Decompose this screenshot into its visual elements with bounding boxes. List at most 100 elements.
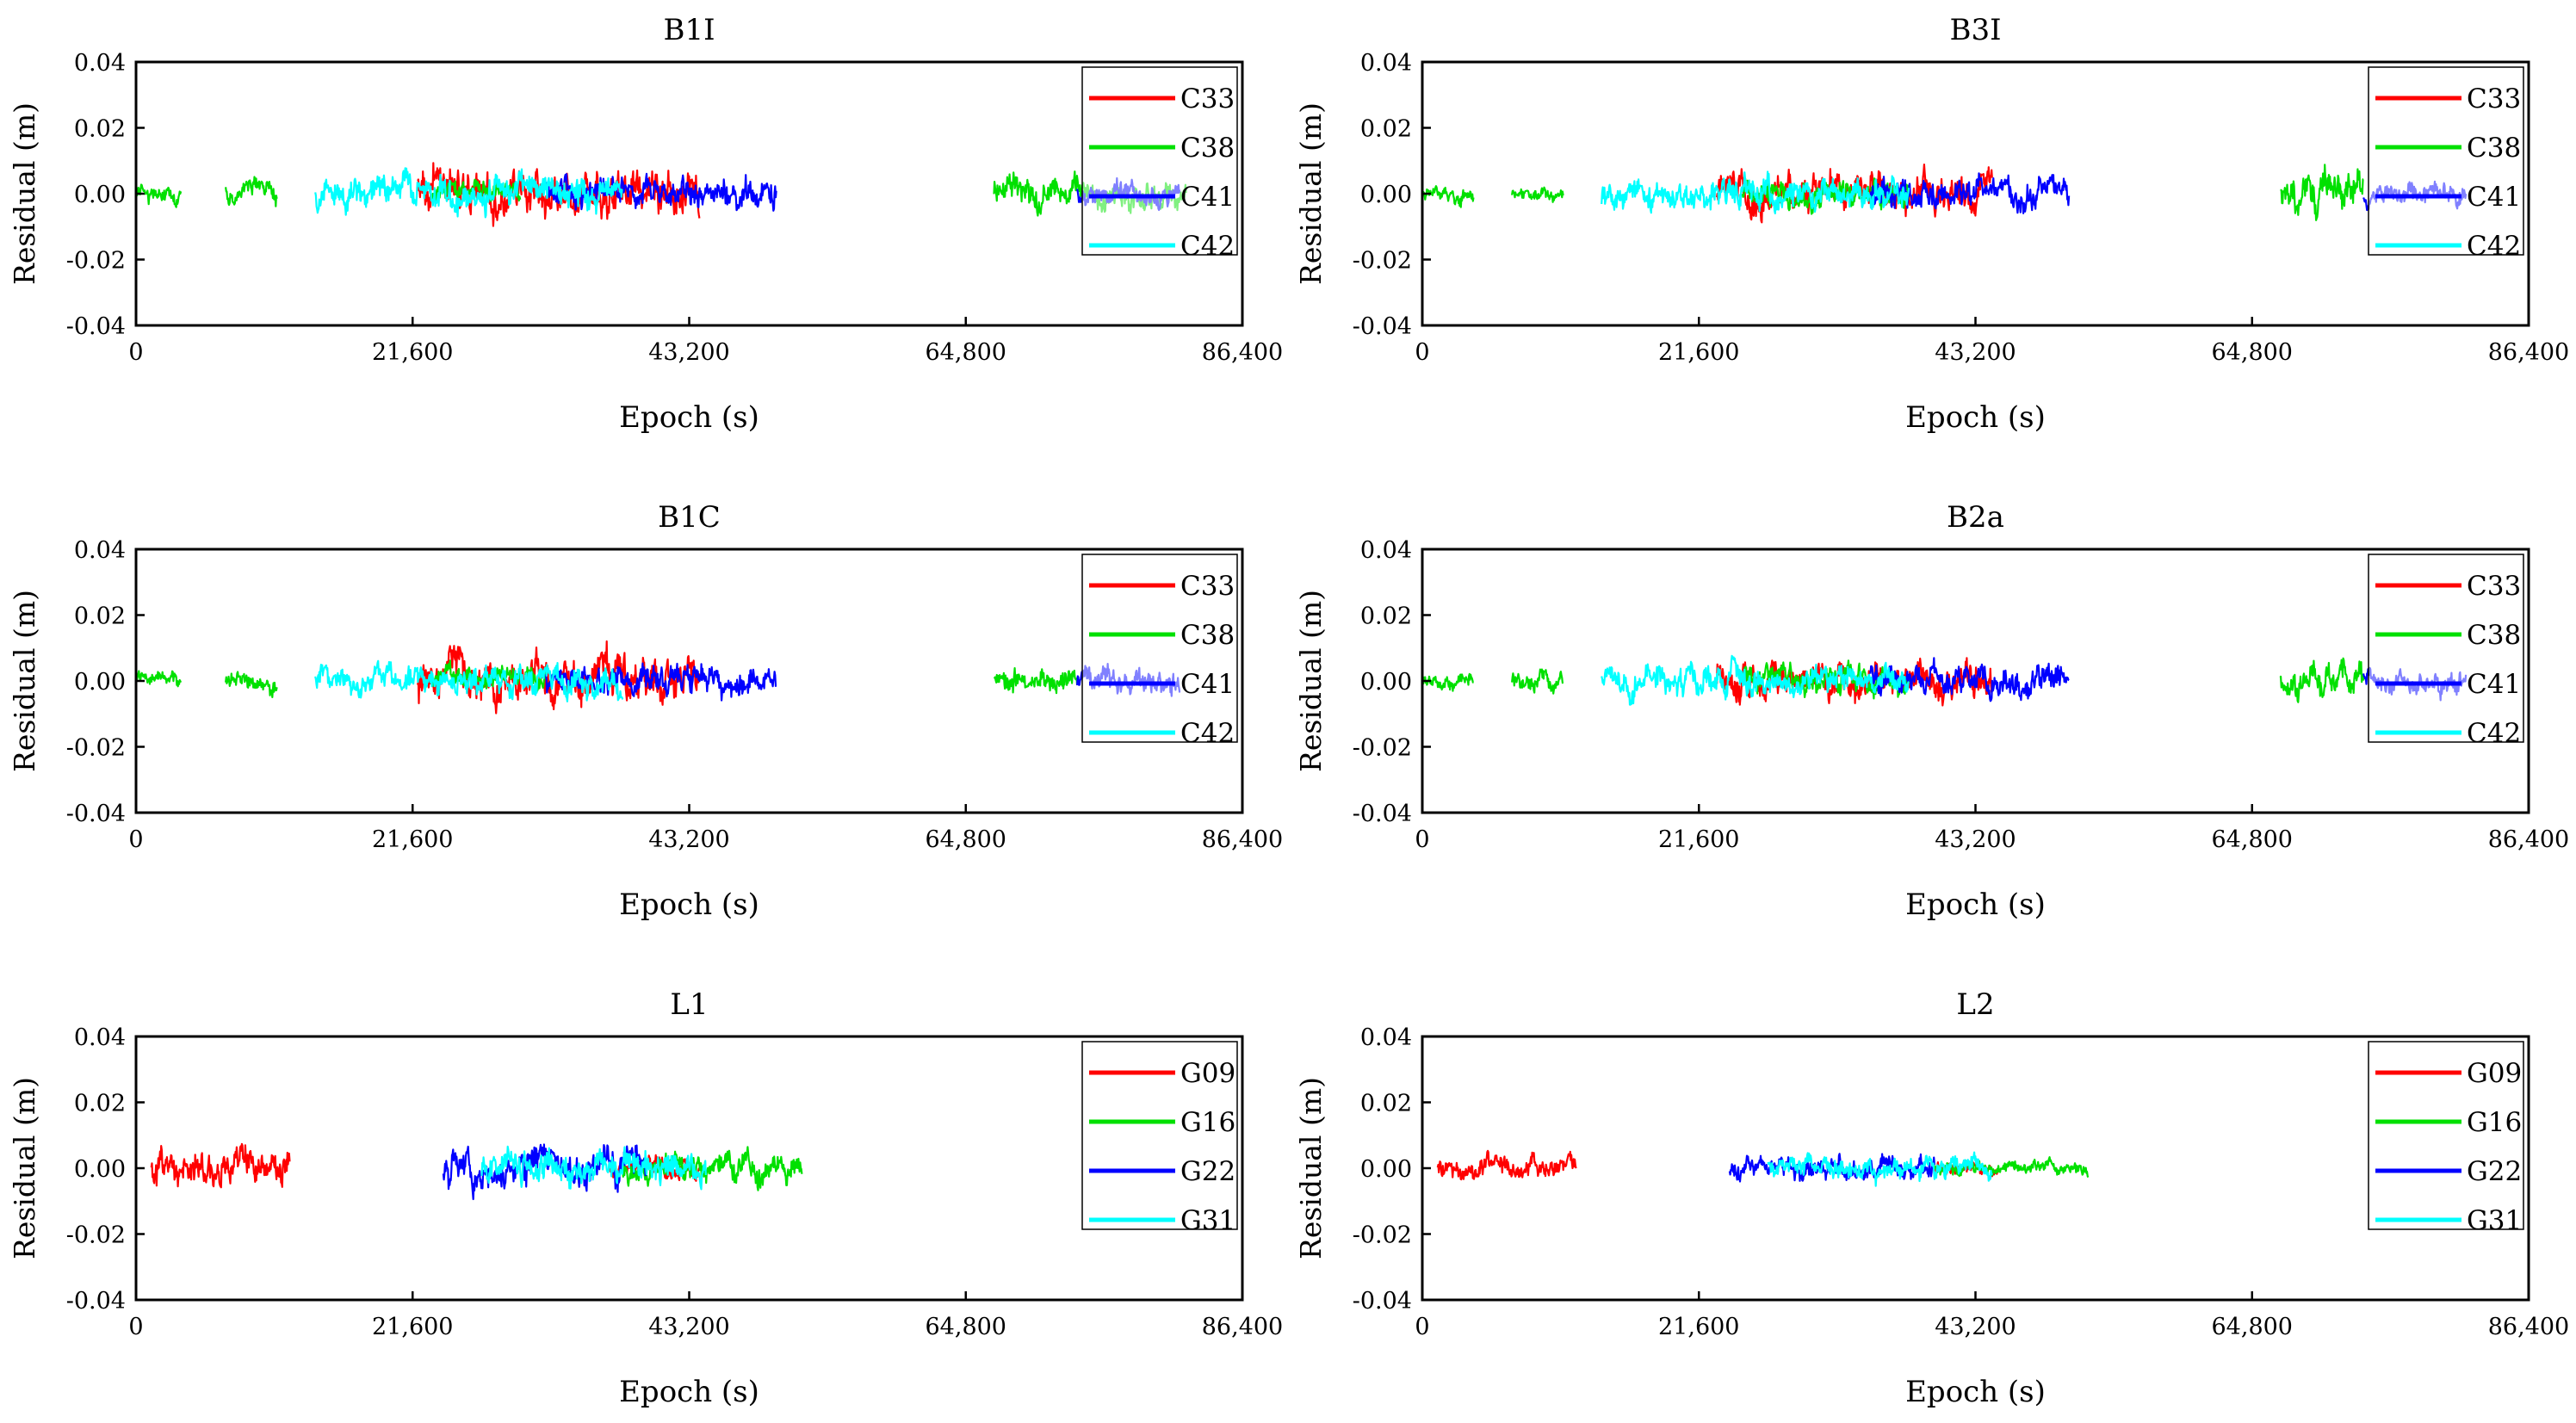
chart-title: B2a: [1947, 500, 2004, 535]
y-axis-label: Residual (m): [8, 590, 41, 772]
legend-label-g09: G09: [2467, 1058, 2522, 1089]
x-tick-label: 86,400: [1202, 339, 1283, 366]
y-axis-label: Residual (m): [1294, 590, 1328, 772]
legend-label-g22: G22: [1180, 1156, 1235, 1187]
series-line-c38: [2280, 164, 2364, 221]
series-line-c42: [314, 167, 623, 219]
y-tick-label: 0.02: [74, 1091, 126, 1117]
y-tick-label: -0.02: [1353, 1222, 1412, 1249]
series-line-g31: [1767, 1151, 1993, 1187]
legend: C33 C38 C41 C42: [1081, 66, 1238, 262]
y-tick-label: 0.04: [1360, 50, 1412, 77]
chart-title: L2: [1956, 987, 1994, 1022]
y-tick-label: -0.02: [1353, 735, 1412, 762]
series-line-c38: [1511, 186, 1564, 203]
legend-label-c41: C41: [2467, 669, 2521, 700]
legend-label-c42: C42: [2467, 718, 2521, 749]
x-tick-label: 86,400: [2488, 826, 2569, 853]
x-tick-label: 64,800: [926, 339, 1006, 366]
y-tick-label: 0.00: [74, 1156, 126, 1183]
plot-area: [136, 162, 1187, 227]
chart-panel-5: L1 0.04 0.02 0.00 -0.02 -0.040 21,600 43,200 64,…: [8, 987, 1283, 1409]
legend-label-c41: C41: [2467, 182, 2521, 213]
legend: G09 G16 G22 G31: [2368, 1041, 2524, 1236]
legend-label-c33: C33: [2467, 571, 2521, 602]
y-tick-label: -0.02: [1353, 248, 1412, 275]
legend-label-c33: C33: [1180, 571, 1235, 602]
y-tick-label: -0.04: [1353, 1288, 1412, 1315]
legend-label-g31: G31: [2467, 1205, 2522, 1236]
x-tick-label: 43,200: [648, 826, 729, 853]
series-line-g09: [150, 1142, 291, 1189]
y-tick-label: -0.04: [66, 313, 126, 340]
chart-panel-2: B3I 0.04 0.02 0.00 -0.02 -0.040 21,600 43,200 64…: [1294, 13, 2569, 435]
y-tick-label: 0.02: [74, 116, 126, 143]
x-tick-label: 21,600: [1658, 1314, 1739, 1340]
series-line-c42: [1601, 170, 1910, 214]
y-tick-label: -0.02: [66, 1222, 126, 1249]
series-line-g16: [622, 1146, 803, 1191]
x-tick-label: 21,600: [372, 1314, 453, 1340]
x-tick-label: 43,200: [1935, 826, 2016, 853]
legend-label-c38: C38: [2467, 133, 2521, 164]
x-tick-label: 43,200: [1935, 339, 2016, 366]
plot-area: [1422, 654, 2468, 707]
y-tick-label: -0.04: [1353, 313, 1412, 340]
x-tick-label: 43,200: [648, 1314, 729, 1340]
series-line-c38: [1511, 668, 1564, 695]
x-tick-label: 86,400: [1202, 826, 1283, 853]
x-tick-label: 86,400: [1202, 1314, 1283, 1340]
chart-title: B1I: [663, 13, 715, 47]
series-line-c38: [1422, 185, 1475, 208]
x-tick-label: 21,600: [1658, 826, 1739, 853]
legend-label-c38: C38: [1180, 133, 1235, 164]
legend-label-c42: C42: [2467, 231, 2521, 262]
y-axis-label: Residual (m): [8, 1077, 41, 1259]
series-line-g31: [480, 1145, 707, 1191]
plot-area: [1422, 164, 2468, 224]
series-line-c38: [225, 671, 278, 699]
legend-label-g31: G31: [1180, 1205, 1235, 1236]
series-line-g22: [442, 1143, 649, 1201]
y-tick-label: 0.04: [74, 1024, 126, 1051]
series-line-c38: [993, 666, 1079, 695]
x-tick-label: 43,200: [648, 339, 729, 366]
series-line-g09: [1436, 1149, 1577, 1181]
x-axis-label: Epoch (s): [1905, 400, 2046, 435]
legend-label-g22: G22: [2467, 1156, 2522, 1187]
chart-title: B1C: [658, 500, 721, 535]
y-axis-label: Residual (m): [8, 102, 41, 285]
series-line-c38: [225, 176, 278, 207]
y-tick-label: -0.04: [1353, 801, 1412, 827]
x-tick-label: 0: [1415, 826, 1429, 853]
plot-area: [136, 640, 1181, 715]
y-tick-label: 0.04: [1360, 537, 1412, 564]
legend-label-c41: C41: [1180, 182, 1235, 213]
y-tick-label: -0.04: [66, 801, 126, 827]
x-axis-label: Epoch (s): [619, 400, 759, 435]
legend: C33 C38 C41 C42: [2368, 66, 2524, 262]
y-tick-label: 0.00: [1360, 182, 1412, 208]
x-tick-label: 86,400: [2488, 1314, 2569, 1340]
x-tick-label: 21,600: [372, 339, 453, 366]
y-tick-label: -0.02: [66, 735, 126, 762]
x-tick-label: 0: [1415, 339, 1429, 366]
legend-label-g16: G16: [1180, 1107, 1235, 1138]
y-tick-label: 0.00: [74, 669, 126, 696]
legend-label-c33: C33: [1180, 84, 1235, 114]
legend-label-g09: G09: [1180, 1058, 1235, 1089]
x-tick-label: 21,600: [1658, 339, 1739, 366]
y-tick-label: 0.04: [1360, 1024, 1412, 1051]
x-tick-label: 64,800: [926, 1314, 1006, 1340]
legend-label-g16: G16: [2467, 1107, 2522, 1138]
x-tick-label: 0: [128, 1314, 143, 1340]
series-line-g16: [1933, 1155, 2090, 1179]
y-axis-label: Residual (m): [1294, 1077, 1328, 1259]
chart-title: L1: [670, 987, 708, 1022]
x-axis-label: Epoch (s): [619, 888, 759, 922]
y-tick-label: -0.02: [66, 248, 126, 275]
x-tick-label: 0: [128, 826, 143, 853]
plot-area: [1436, 1149, 2090, 1187]
x-tick-label: 43,200: [1935, 1314, 2016, 1340]
